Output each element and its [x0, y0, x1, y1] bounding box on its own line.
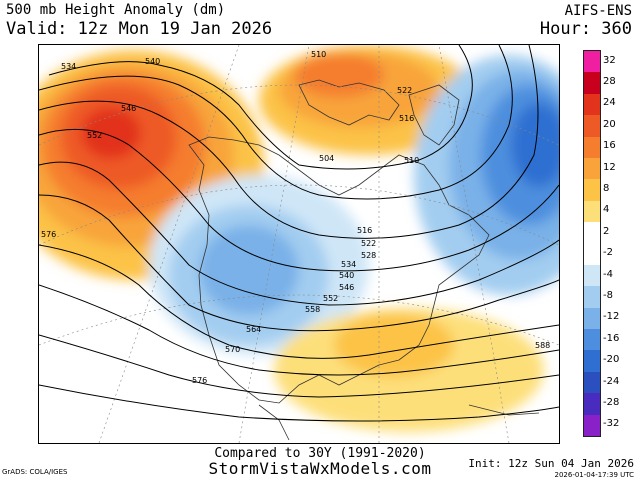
- contour-label: 588: [535, 341, 550, 350]
- color-bar-label: 20: [603, 118, 616, 130]
- color-bar-label: 4: [603, 204, 610, 216]
- contour-label: 504: [319, 154, 334, 163]
- render-timestamp: 2026-01-04-17:39 UTC: [554, 471, 634, 479]
- color-bar-label: -32: [603, 418, 620, 430]
- color-bar-label: -20: [603, 354, 620, 366]
- contour-label: 516: [357, 226, 372, 235]
- color-bar-label: 12: [603, 161, 616, 173]
- init-time: Init: 12z Sun 04 Jan 2026: [468, 457, 634, 470]
- color-bar-label: 16: [603, 140, 616, 152]
- color-bar-label: 24: [603, 97, 616, 109]
- contour-label: 576: [192, 376, 207, 385]
- color-bar-label: 32: [603, 54, 616, 66]
- contour-label: 522: [397, 86, 412, 95]
- height-contours: [39, 45, 559, 422]
- color-swatch: [584, 136, 600, 159]
- anomaly-shading: [39, 45, 559, 432]
- site-name: StormVistaWxModels.com: [208, 459, 432, 478]
- map-canvas: 534 540 546 552 510 522 516 504 510 516 …: [39, 45, 559, 443]
- color-swatch: [584, 200, 600, 223]
- color-bar-label: 2: [603, 225, 610, 237]
- climatology-note: Compared to 30Y (1991-2020): [214, 446, 426, 461]
- color-swatch: [584, 393, 600, 416]
- forecast-hour: Hour: 360: [539, 19, 632, 39]
- model-name: AIFS-ENS: [564, 3, 632, 19]
- color-swatch: [584, 243, 600, 266]
- color-swatch: [584, 179, 600, 202]
- color-swatch: [584, 157, 600, 180]
- color-swatch: [584, 307, 600, 330]
- contour-label: 552: [87, 131, 102, 140]
- contour-label: 534: [341, 260, 356, 269]
- contour-label: 564: [246, 325, 261, 334]
- color-swatch: [584, 329, 600, 351]
- contour-label: 576: [41, 230, 56, 239]
- color-swatch: [584, 115, 600, 138]
- contour-label: 510: [404, 156, 419, 165]
- graticule: [39, 45, 559, 443]
- contour-label: 552: [323, 294, 338, 303]
- color-bar-label: -16: [603, 332, 620, 344]
- color-bar-label: -4: [603, 268, 613, 280]
- contour-label: 522: [361, 239, 376, 248]
- contour-labels: 534 540 546 552 510 522 516 504 510 516 …: [41, 50, 550, 385]
- valid-time: Valid: 12z Mon 19 Jan 2026: [6, 19, 273, 39]
- color-bar-label: -12: [603, 311, 620, 323]
- contour-label: 546: [121, 104, 136, 113]
- color-swatch: [584, 371, 600, 394]
- color-bar-label: 8: [603, 183, 610, 195]
- contour-label: 570: [225, 345, 240, 354]
- color-bar-label: 28: [603, 76, 616, 88]
- color-swatch: [584, 350, 600, 373]
- contour-label: 540: [339, 271, 354, 280]
- contour-label: 540: [145, 57, 160, 66]
- color-swatch: [584, 51, 600, 73]
- map-title: 500 mb Height Anomaly (dm): [6, 2, 226, 18]
- color-swatch: [584, 414, 600, 437]
- color-swatch: [584, 286, 600, 309]
- contour-label: 546: [339, 283, 354, 292]
- color-swatch: [584, 93, 600, 116]
- color-bar: [583, 50, 601, 437]
- contour-label: 528: [361, 251, 376, 260]
- color-bar-label: -28: [603, 396, 620, 408]
- contour-label: 516: [399, 114, 414, 123]
- color-bar-label: -8: [603, 289, 613, 301]
- grads-credit: GrADS: COLA/IGES: [2, 468, 68, 476]
- contour-label: 534: [61, 62, 76, 71]
- contour-label: 558: [305, 305, 320, 314]
- anomaly-map: 534 540 546 552 510 522 516 504 510 516 …: [38, 44, 560, 444]
- color-swatch: [584, 264, 600, 287]
- coastlines: [188, 79, 540, 441]
- color-swatch: [584, 222, 600, 244]
- color-swatch: [584, 72, 600, 95]
- color-bar-label: -24: [603, 375, 620, 387]
- color-bar-label: -2: [603, 247, 613, 259]
- contour-label: 510: [311, 50, 326, 59]
